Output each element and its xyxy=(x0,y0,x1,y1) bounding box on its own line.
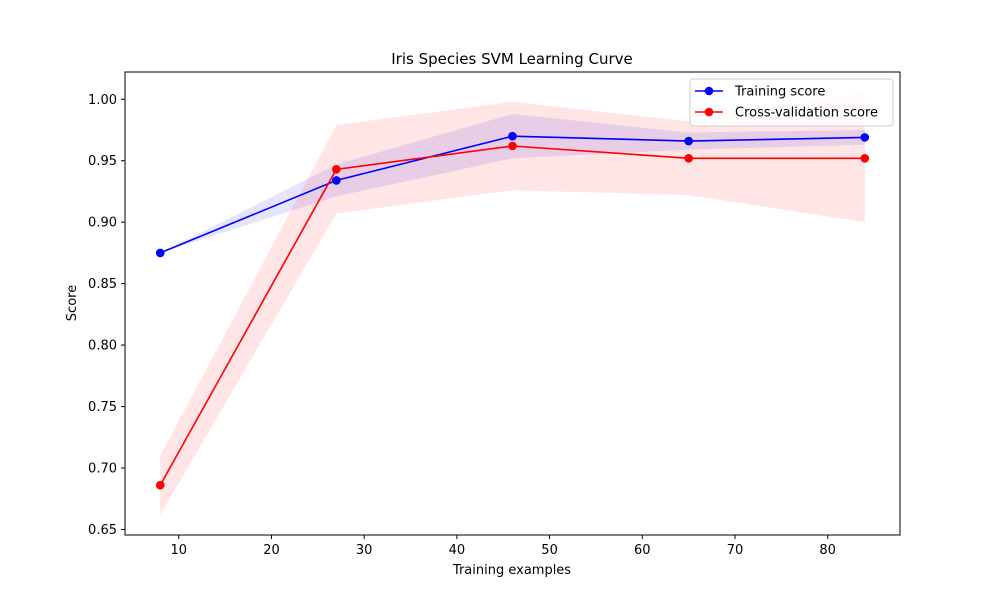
confidence-bands xyxy=(160,93,865,515)
legend: Training score Cross-validation score xyxy=(689,78,894,127)
legend-marker xyxy=(704,107,714,117)
x-tick-label: 20 xyxy=(263,543,280,558)
legend-marker xyxy=(704,86,714,96)
y-tick-label: 0.85 xyxy=(88,277,117,292)
x-axis-ticks: 10 20 30 40 50 60 70 80 xyxy=(170,535,836,558)
x-tick-label: 10 xyxy=(170,543,187,558)
y-tick-label: 0.75 xyxy=(88,400,117,415)
data-point-training xyxy=(684,136,693,146)
series-markers xyxy=(155,131,870,490)
x-axis-label: Training examples xyxy=(452,563,571,578)
legend-box xyxy=(689,78,894,127)
x-tick-label: 80 xyxy=(819,543,836,558)
y-tick-label: 0.90 xyxy=(88,216,117,231)
y-tick-label: 0.65 xyxy=(88,523,117,538)
y-tick-label: 0.70 xyxy=(88,462,117,477)
data-point-training xyxy=(332,176,341,185)
data-point-training xyxy=(508,131,517,141)
y-tick-label: 0.95 xyxy=(88,154,117,169)
data-point-cross-validation xyxy=(860,153,870,163)
y-tick-label: 0.80 xyxy=(88,339,117,354)
x-tick-label: 30 xyxy=(356,543,373,558)
x-tick-label: 40 xyxy=(449,543,466,558)
confidence-band-training xyxy=(160,114,865,253)
y-tick-label: 1.00 xyxy=(88,93,117,108)
x-tick-label: 70 xyxy=(727,543,744,558)
data-point-cross-validation xyxy=(508,141,517,151)
legend-label: Cross-validation score xyxy=(735,106,878,121)
y-axis-ticks: 0.65 0.70 0.75 0.80 0.85 0.90 0.95 1.00 xyxy=(88,93,125,538)
data-point-cross-validation xyxy=(332,165,341,174)
plot-frame xyxy=(124,71,901,536)
chart-title: Iris Species SVM Learning Curve xyxy=(391,50,632,68)
data-point-cross-validation xyxy=(684,153,693,163)
data-point-cross-validation xyxy=(155,480,165,490)
x-tick-label: 50 xyxy=(541,543,558,558)
data-point-training xyxy=(155,248,165,258)
y-axis-label: Score xyxy=(65,285,80,321)
data-point-training xyxy=(860,133,870,142)
x-tick-label: 60 xyxy=(634,543,651,558)
confidence-band-cross-validation xyxy=(160,93,865,515)
legend-label: Training score xyxy=(734,85,825,100)
